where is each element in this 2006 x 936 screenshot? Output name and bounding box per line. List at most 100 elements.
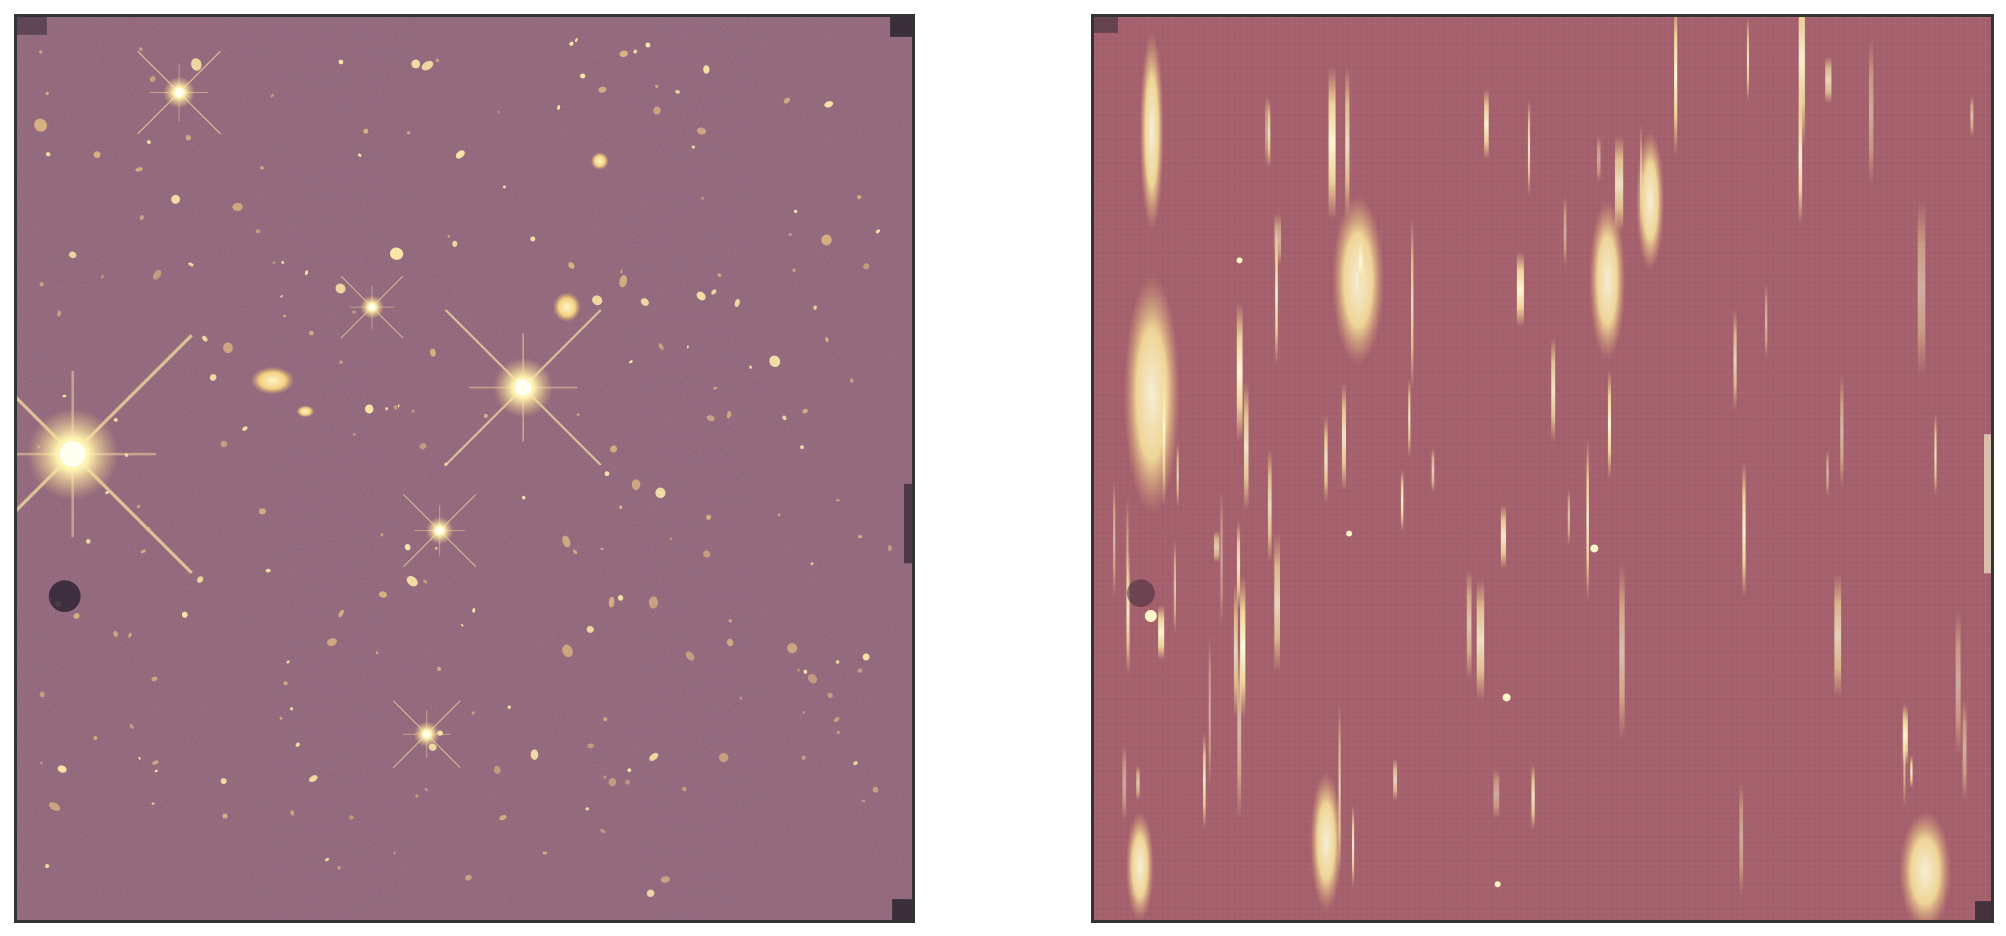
faint-source: [279, 716, 283, 720]
faint-source: [152, 760, 159, 765]
faint-source: [802, 408, 808, 414]
zero-order-source: [1502, 693, 1511, 702]
faint-source: [138, 756, 141, 760]
faint-source: [140, 549, 146, 554]
faint-source: [585, 807, 589, 811]
faint-source: [380, 533, 384, 537]
dispersed-spectrum: [1352, 804, 1355, 887]
faint-source: [675, 89, 680, 94]
dispersed-spectrum: [1158, 604, 1165, 661]
faint-source: [813, 305, 817, 310]
dispersed-spectrum: [1764, 284, 1768, 360]
faint-source: [749, 365, 752, 369]
dispersed-spectrum: [1910, 755, 1913, 788]
faint-source: [697, 127, 706, 135]
grism-dark-spot: [1126, 579, 1155, 608]
faint-source: [653, 106, 661, 115]
faint-source: [592, 295, 603, 306]
faint-source: [620, 269, 623, 274]
faint-source: [135, 167, 143, 172]
faint-source: [146, 527, 151, 532]
faint-source: [861, 799, 866, 803]
faint-source: [782, 415, 787, 421]
dispersed-spectrum: [1173, 540, 1176, 635]
faint-source: [568, 262, 575, 269]
faint-source: [608, 778, 617, 787]
faint-source: [713, 386, 718, 390]
dispersed-spectrum: [1267, 448, 1272, 563]
dispersed-spectrum: [1500, 504, 1506, 569]
dispersed-spectrum: [1431, 447, 1435, 493]
faint-source: [309, 330, 314, 336]
faint-source: [824, 101, 834, 108]
dispersed-spectrum: [1825, 56, 1832, 104]
dispersed-spectrum: [1917, 201, 1926, 376]
faint-source: [703, 550, 711, 558]
faint-source: [887, 545, 892, 552]
zero-order-source: [1236, 257, 1243, 264]
faint-source: [86, 539, 91, 544]
faint-source: [493, 765, 501, 774]
faint-source: [137, 504, 141, 509]
dispersed-spectrum: [1274, 533, 1280, 672]
dispersed-spectrum: [1341, 382, 1346, 492]
faint-source: [875, 229, 880, 234]
dispersed-spectrum: [1275, 224, 1278, 365]
dispersed-spectrum: [1615, 135, 1624, 232]
dispersed-spectrum: [1236, 302, 1243, 442]
galaxy: [553, 292, 581, 322]
faint-source: [45, 864, 50, 869]
faint-source: [265, 568, 271, 573]
faint-source: [739, 696, 743, 700]
dispersed-spectrum: [1113, 480, 1116, 598]
direct-image-panel: [14, 14, 915, 923]
faint-source: [557, 105, 561, 110]
faint-source: [57, 765, 67, 773]
faint-source: [424, 788, 429, 791]
faint-source: [857, 535, 863, 539]
faint-source: [507, 705, 511, 709]
dispersed-spectrum: [1484, 88, 1489, 160]
faint-source: [62, 394, 67, 398]
dispersed-spectrum: [1208, 635, 1211, 789]
faint-source: [631, 479, 641, 491]
faint-source: [338, 360, 343, 364]
faint-source: [587, 743, 594, 749]
faint-source: [569, 41, 574, 46]
dark-corner-top-left: [17, 17, 47, 35]
faint-source: [101, 275, 104, 279]
faint-source: [152, 269, 162, 280]
faint-source: [660, 876, 670, 883]
faint-source: [151, 802, 155, 805]
bright-star: [17, 334, 193, 575]
dispersed-spectrum: [1176, 443, 1179, 507]
faint-source: [281, 260, 285, 264]
bright-star: [340, 275, 404, 339]
zero-order-source: [1346, 530, 1353, 537]
dispersed-spectrum: [1739, 781, 1744, 896]
dispersed-spectrum: [1213, 530, 1220, 563]
faint-source: [685, 651, 695, 661]
faint-source: [139, 47, 143, 51]
galaxy: [590, 152, 609, 170]
faint-source: [272, 261, 276, 264]
faint-source: [68, 251, 77, 259]
faint-source: [788, 233, 792, 237]
faint-source: [619, 275, 628, 288]
dispersed-spectrum: [1136, 765, 1140, 801]
faint-source: [572, 549, 578, 555]
dispersed-spectrum-bright: [1589, 200, 1626, 360]
faint-source: [308, 775, 318, 783]
faint-source: [390, 247, 404, 260]
faint-source: [139, 214, 144, 221]
faint-source: [188, 262, 194, 267]
faint-source: [648, 596, 659, 609]
faint-source: [222, 342, 233, 354]
dispersed-spectrum: [1220, 489, 1223, 628]
dispersed-spectrum: [1411, 217, 1414, 391]
faint-source: [270, 93, 274, 98]
faint-source: [856, 194, 862, 200]
dispersed-spectrum: [1400, 469, 1404, 532]
faint-source: [787, 643, 798, 654]
bright-star: [403, 494, 477, 568]
